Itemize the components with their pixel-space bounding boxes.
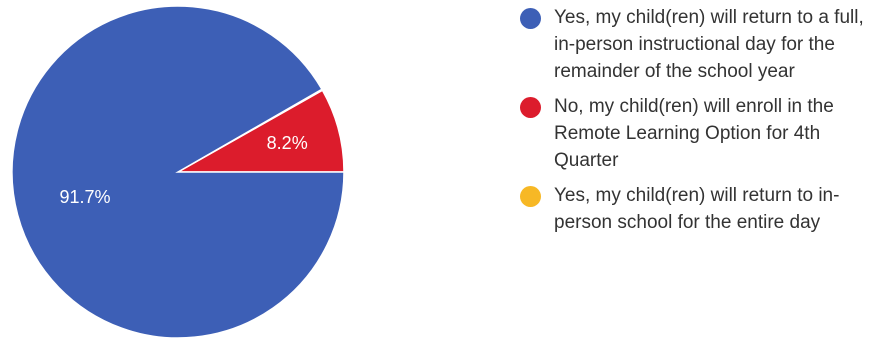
pie-slice-0 [11, 5, 345, 339]
slice-label-1: 8.2% [267, 133, 308, 153]
legend-item-yes-full-day: Yes, my child(ren) will return to a full… [520, 4, 865, 85]
legend-item-yes-entire-day: Yes, my child(ren) will return to in-per… [520, 182, 865, 236]
pie-chart: 8.2% 91.7% [11, 5, 345, 339]
legend-item-remote-learning: No, my child(ren) will enroll in the Rem… [520, 93, 865, 174]
legend-label: No, my child(ren) will enroll in the Rem… [554, 96, 834, 171]
legend-swatch-yellow [520, 186, 541, 207]
legend-label: Yes, my child(ren) will return to a full… [554, 7, 864, 82]
legend-swatch-red [520, 97, 541, 118]
legend-swatch-blue [520, 8, 541, 29]
legend-label: Yes, my child(ren) will return to in-per… [554, 185, 840, 233]
legend: Yes, my child(ren) will return to a full… [520, 4, 865, 244]
slice-label-0: 91.7% [59, 187, 110, 207]
